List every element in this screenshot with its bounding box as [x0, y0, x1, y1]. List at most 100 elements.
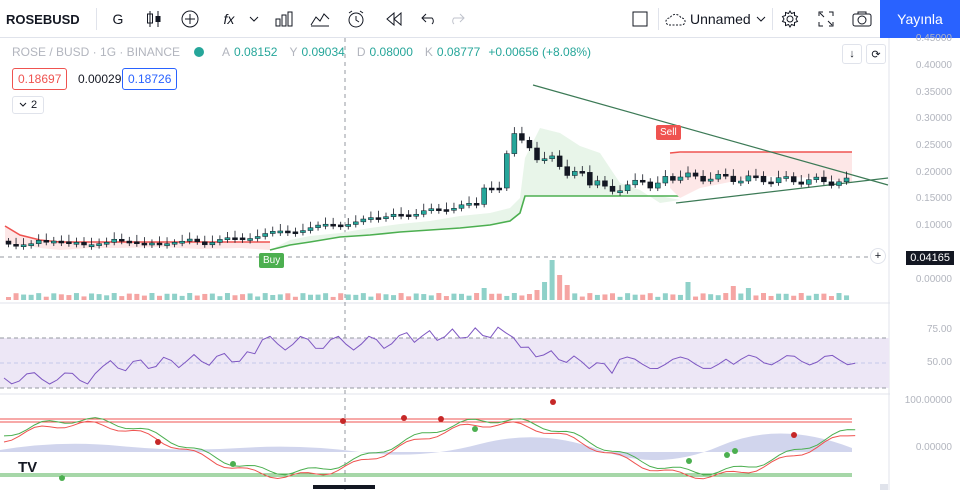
- templates-icon[interactable]: [306, 0, 334, 38]
- candle-body: [73, 242, 80, 245]
- scroll-down-arrow-icon[interactable]: ↓: [842, 44, 862, 64]
- volume-bar: [164, 293, 170, 300]
- candle-body: [519, 133, 525, 141]
- candle-body: [549, 155, 555, 159]
- candle-body: [315, 224, 321, 228]
- candle-body: [164, 243, 170, 246]
- volume-bar: [685, 282, 691, 300]
- volume-bar: [783, 293, 789, 300]
- volume-bar: [172, 293, 178, 300]
- undo-icon[interactable]: [416, 0, 442, 38]
- settings-gear-icon[interactable]: [776, 0, 804, 38]
- indicators-chevron-down-icon[interactable]: [246, 0, 262, 38]
- volume-bar: [572, 293, 578, 300]
- candle-body: [171, 241, 178, 245]
- candle-body: [209, 242, 216, 246]
- volume-bar: [398, 293, 404, 300]
- alert-clock-icon[interactable]: [342, 0, 370, 38]
- sell-price-button[interactable]: 0.18697: [12, 68, 68, 90]
- candle-body: [96, 243, 102, 246]
- buy-price-button[interactable]: 0.18726: [122, 68, 178, 90]
- publish-button[interactable]: Yayınla: [880, 0, 960, 38]
- candle-body: [541, 158, 548, 161]
- financials-icon[interactable]: [270, 0, 298, 38]
- volume-bar: [315, 294, 321, 300]
- stoch-cross-dot: [230, 461, 236, 467]
- candle-body: [285, 230, 291, 234]
- fullscreen-square-icon[interactable]: [626, 0, 654, 38]
- volume-bar: [836, 293, 842, 300]
- volume-bar: [330, 296, 336, 300]
- candle-body: [496, 187, 502, 191]
- candle-body: [405, 214, 412, 217]
- axis-corner: [880, 484, 888, 490]
- indicators-button[interactable]: fx: [223, 11, 235, 27]
- candle-body: [111, 238, 117, 243]
- volume-bar: [632, 294, 638, 300]
- redo-icon[interactable]: [444, 0, 470, 38]
- candle-body: [398, 213, 404, 217]
- sell-zone-fill: [5, 226, 270, 250]
- time-scroll-bar[interactable]: [313, 485, 375, 489]
- volume-bar: [232, 295, 238, 300]
- supertrend-sell-line: [4, 225, 270, 243]
- candle-body: [806, 179, 812, 185]
- volume-bar: [413, 293, 419, 300]
- volume-group: [6, 260, 850, 300]
- interval-button[interactable]: G: [112, 11, 124, 27]
- candle-body: [443, 209, 450, 212]
- volume-bar: [557, 275, 563, 300]
- layout-name-button[interactable]: Unnamed: [690, 11, 751, 27]
- add-compare-icon[interactable]: [176, 0, 204, 38]
- supertrend-sell-line-right: [669, 151, 852, 154]
- chart-type-candles-icon[interactable]: [140, 0, 168, 38]
- stoch-cross-dot: [732, 448, 738, 454]
- stoch-tick: 0.00000: [915, 442, 952, 453]
- snapshot-camera-icon[interactable]: [848, 0, 876, 38]
- volume-bar: [451, 293, 457, 300]
- add-plus-icon[interactable]: +: [870, 248, 886, 264]
- candle-body: [602, 180, 608, 187]
- volume-bar: [96, 294, 102, 300]
- candle-body: [730, 175, 737, 182]
- volume-bar: [677, 294, 683, 300]
- volume-bar: [323, 293, 329, 300]
- change-value: +0.00656 (+8.08%): [488, 45, 592, 59]
- volume-bar: [768, 295, 774, 300]
- candle-body: [534, 147, 540, 161]
- candle-body: [232, 237, 238, 240]
- fullscreen-expand-icon[interactable]: [812, 0, 840, 38]
- low-label: D: [356, 45, 366, 59]
- toolbar-divider: [658, 8, 659, 30]
- volume-bar: [489, 293, 495, 300]
- volume-bar: [730, 286, 736, 300]
- volume-bar: [111, 293, 117, 300]
- volume-bar: [179, 295, 185, 300]
- candle-body: [58, 240, 65, 244]
- open-label: A: [222, 45, 231, 59]
- price-tick: 0.25000: [915, 140, 952, 151]
- maximize-pane-icon[interactable]: ⟳: [866, 44, 886, 64]
- legend-title[interactable]: ROSE / BUSD · 1G · BINANCE: [12, 45, 181, 59]
- volume-bar: [81, 296, 87, 300]
- candle-body: [28, 243, 34, 246]
- chart-canvas[interactable]: TV: [0, 38, 960, 490]
- indicators-toggle[interactable]: 2: [12, 96, 44, 114]
- volume-bar: [776, 293, 782, 300]
- candle-body: [843, 177, 850, 183]
- layout-chevron-down-icon[interactable]: [754, 0, 768, 38]
- replay-icon[interactable]: [380, 0, 408, 38]
- buy-signal-label: Buy: [259, 253, 285, 268]
- candle-body: [421, 210, 427, 215]
- price-tick: 0.20000: [915, 167, 952, 178]
- symbol-search-button[interactable]: ROSEBUSD: [6, 11, 80, 27]
- candle-body: [292, 231, 299, 235]
- candle-body: [119, 238, 125, 242]
- candle-body: [783, 176, 789, 179]
- cloud-icon: [662, 0, 688, 38]
- volume-bar: [421, 294, 427, 300]
- candle-body: [126, 240, 133, 244]
- volume-bar: [670, 294, 676, 300]
- open-value: 0.08152: [234, 45, 278, 59]
- volume-bar: [655, 296, 661, 300]
